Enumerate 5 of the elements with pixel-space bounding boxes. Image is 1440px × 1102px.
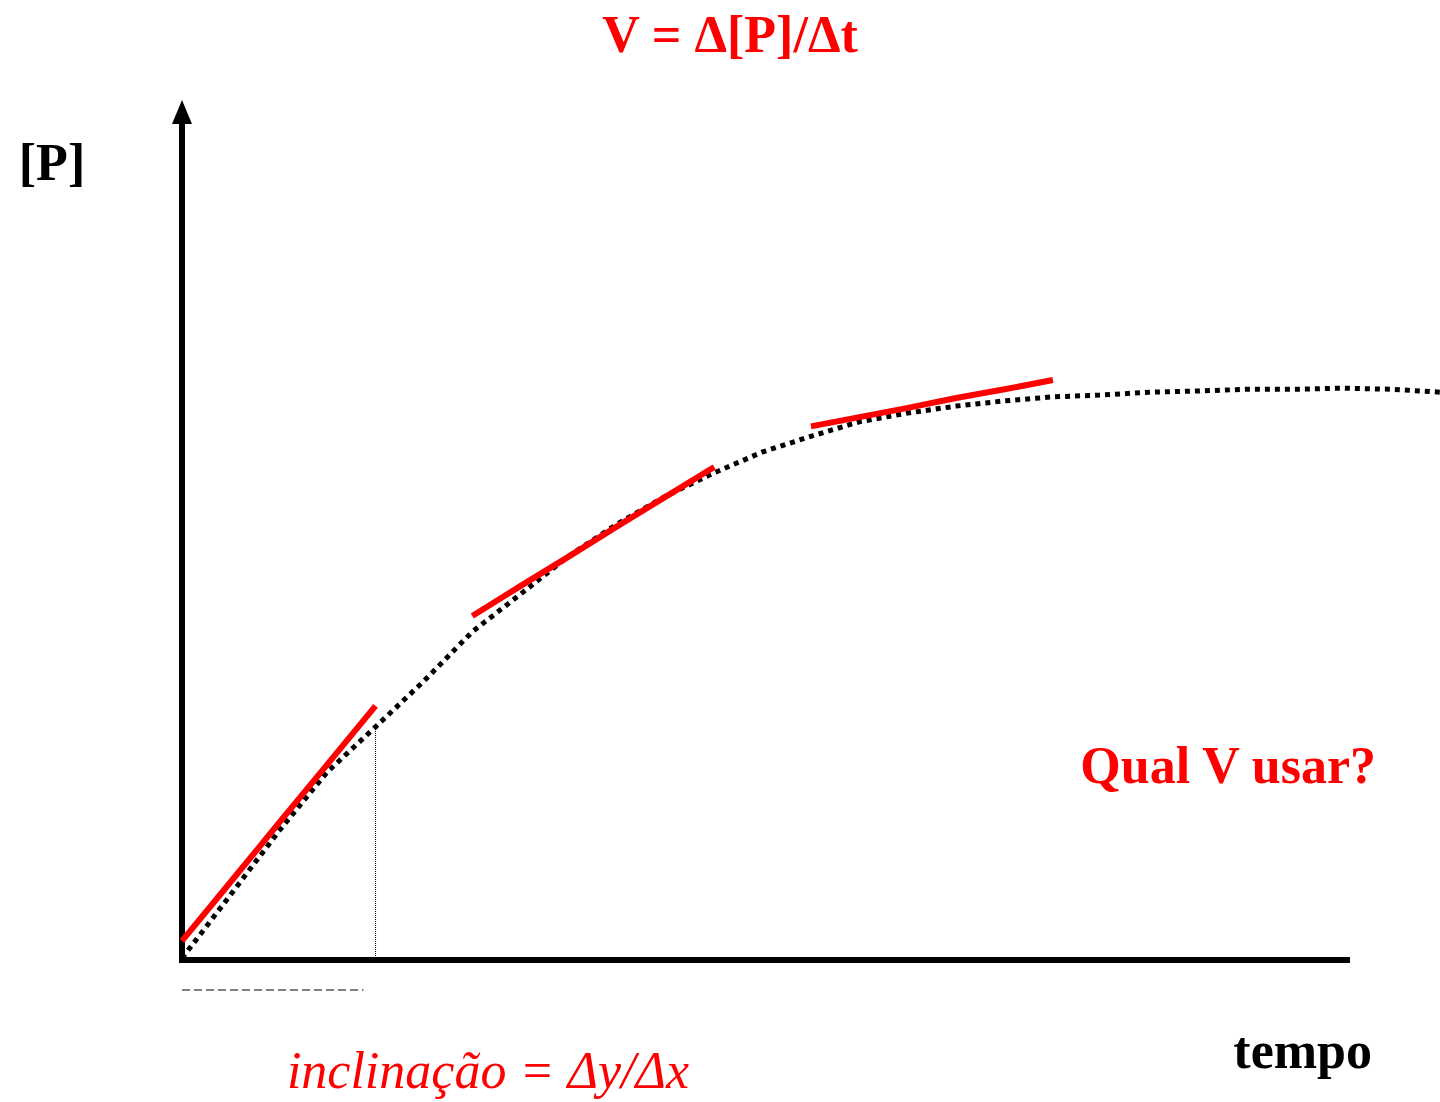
text: inclinação = Δy/Δx <box>286 1042 690 1099</box>
chart-title: V = Δ[P]/Δt <box>602 6 859 63</box>
annotation: Qual V usar? <box>1080 737 1376 794</box>
x-axis-title: tempo <box>1233 1022 1372 1079</box>
y-axis-title: [P] <box>18 134 86 191</box>
